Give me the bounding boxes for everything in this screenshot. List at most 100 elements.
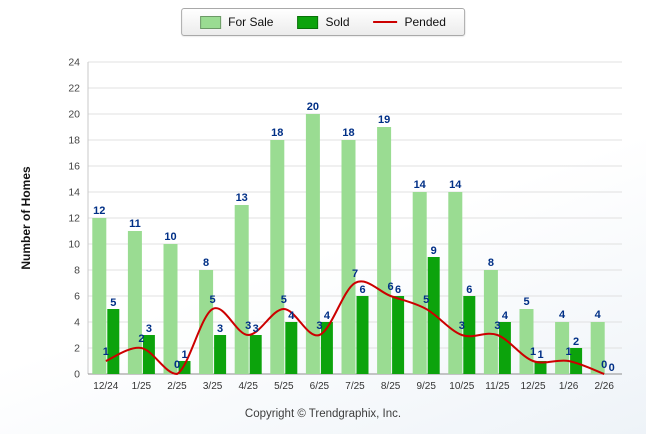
legend-label-pended: Pended [404,15,446,29]
x-axis-tick: 7/25 [345,381,365,392]
legend-item-pended: Pended [373,15,446,29]
legend-label-sold: Sold [325,15,350,29]
y-axis-tick: 22 [68,83,80,95]
bar-for-sale [377,127,392,374]
bar-for-sale [92,218,107,374]
bar-sold [142,335,155,374]
x-axis-tick: 4/25 [238,381,258,392]
bar-sold [534,361,547,374]
x-axis-tick: 1/25 [132,381,152,392]
sold-value-label: 3 [217,323,223,335]
y-axis-tick: 0 [74,369,80,381]
for-sale-value-label: 13 [236,192,248,204]
sold-value-label: 6 [466,284,472,296]
bar-sold [320,322,333,374]
for-sale-value-label: 5 [523,296,529,308]
y-axis-tick: 14 [68,187,80,199]
legend: For Sale Sold Pended [181,8,465,36]
for-sale-swatch-icon [200,15,222,29]
sold-value-label: 1 [537,349,543,361]
for-sale-value-label: 4 [559,309,566,321]
bar-for-sale [590,322,605,374]
bar-sold [249,335,262,374]
pended-value-label: 5 [423,294,429,306]
pended-line [105,280,605,376]
pended-value-label: 1 [103,346,109,358]
pended-value-label: 3 [494,320,500,332]
sold-value-label: 5 [110,297,116,309]
bar-for-sale [199,270,214,374]
sold-value-label: 9 [431,245,437,257]
bar-sold [498,322,511,374]
bar-sold [570,348,583,374]
x-axis-tick: 5/25 [274,381,294,392]
legend-item-sold: Sold [297,15,350,29]
pended-value-label: 3 [459,320,465,332]
pended-value-label: 5 [210,294,216,306]
x-axis-tick: 9/25 [416,381,436,392]
x-axis-tick: 3/25 [203,381,223,392]
copyright-text: Copyright © Trendgraphix, Inc. [244,408,402,420]
y-axis-tick: 4 [74,317,80,329]
sold-swatch-icon [297,15,319,29]
y-axis-tick: 6 [74,291,80,303]
x-axis-tick: 1/26 [559,381,579,392]
bar-for-sale [127,231,142,374]
bar-sold [427,257,440,374]
for-sale-value-label: 12 [93,205,105,217]
y-axis-tick: 24 [68,57,80,69]
pended-value-label: 2 [138,333,144,345]
for-sale-value-label: 14 [414,179,427,191]
sold-value-label: 6 [359,284,365,296]
bar-for-sale [483,270,498,374]
x-axis-tick: 2/25 [167,381,187,392]
y-axis-tick: 2 [74,343,80,355]
for-sale-value-label: 19 [378,114,390,126]
sold-value-label: 0 [609,362,615,374]
pended-value-label: 6 [388,281,394,293]
sold-value-label: 6 [395,284,401,296]
for-sale-value-label: 10 [164,231,176,243]
for-sale-value-label: 4 [595,309,602,321]
y-axis-tick: 10 [68,239,80,251]
pended-value-label: 0 [174,359,180,371]
bar-for-sale [305,114,320,374]
sold-value-label: 3 [253,323,259,335]
pended-value-label: 3 [316,320,322,332]
y-axis-tick: 18 [68,135,80,147]
legend-label-for-sale: For Sale [228,15,274,29]
bar-for-sale [448,192,463,374]
for-sale-value-label: 18 [271,127,283,139]
sold-value-label: 3 [146,323,152,335]
x-axis-tick: 12/25 [520,381,545,392]
for-sale-value-label: 20 [307,101,319,113]
sold-value-label: 1 [181,349,187,361]
bar-sold [463,296,476,374]
bar-sold [285,322,298,374]
bar-for-sale [234,205,249,374]
sold-value-label: 2 [573,336,579,348]
sold-value-label: 4 [288,310,295,322]
bar-sold [392,296,405,374]
y-axis-tick: 20 [68,109,80,121]
for-sale-value-label: 14 [449,179,462,191]
pended-value-label: 3 [245,320,251,332]
y-axis-tick: 16 [68,161,80,173]
y-axis-tick: 12 [68,213,80,225]
legend-item-for-sale: For Sale [200,15,273,29]
pended-value-label: 7 [352,268,358,280]
bar-sold [214,335,227,374]
x-axis-tick: 2/26 [594,381,614,392]
pended-line-icon [373,21,398,23]
bar-for-sale [270,140,285,374]
x-axis-tick: 6/25 [310,381,330,392]
pended-value-label: 0 [601,359,607,371]
for-sale-value-label: 8 [203,257,209,269]
bar-sold [356,296,369,374]
x-axis-tick: 10/25 [449,381,474,392]
pended-value-label: 1 [566,346,572,358]
for-sale-value-label: 8 [488,257,494,269]
bar-sold [107,309,120,374]
